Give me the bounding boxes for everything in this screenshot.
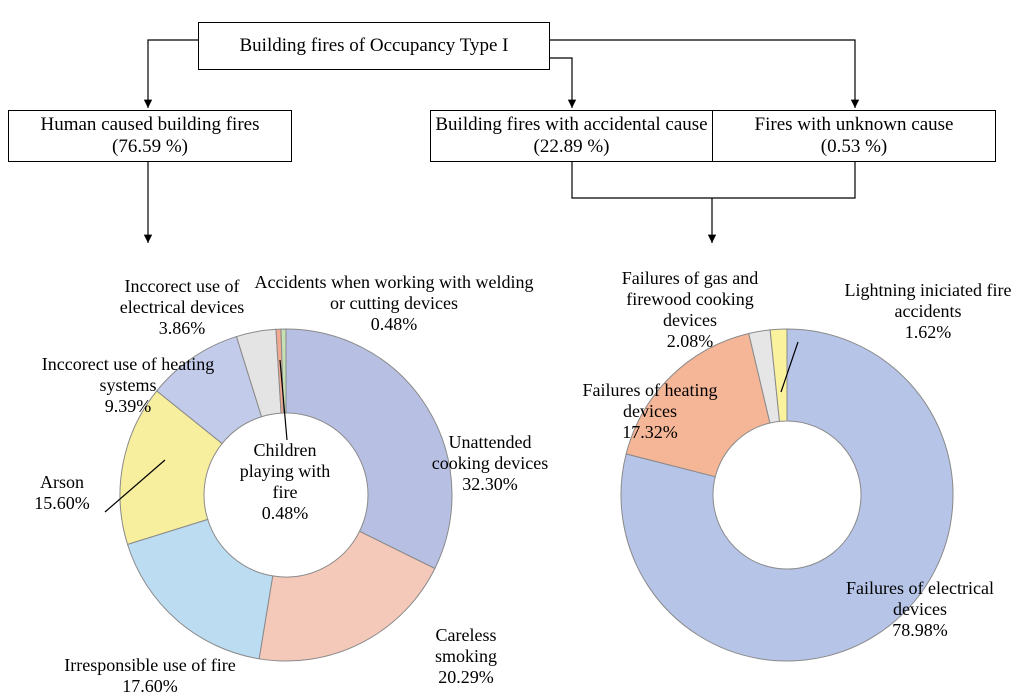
donut-segment <box>625 332 771 478</box>
slice-label: Failures of electrical devices 78.98% <box>830 578 1010 641</box>
value-label: 20.29% <box>438 667 494 687</box>
category-label: Failures of electrical devices <box>846 578 994 619</box>
slice-label: Inccorect use of heating systems 9.39% <box>13 354 243 417</box>
node: Human caused building fires (76.59 %) <box>8 110 292 162</box>
node: Building fires with accidental cause (22… <box>430 110 713 162</box>
slice-label: Failures of heating devices 17.32% <box>570 380 730 443</box>
category-label: Failures of heating devices <box>582 380 718 421</box>
node: Fires with unknown cause (0.53 %) <box>712 110 996 162</box>
value-label: 2.08% <box>666 331 714 351</box>
slice-label: Careless smoking 20.29% <box>416 625 516 688</box>
donut-segment <box>620 328 954 662</box>
category-label: Arson <box>40 472 84 492</box>
slice-label: Lightning iniciated fire accidents 1.62% <box>833 280 1023 343</box>
value-label: 32.30% <box>462 474 518 494</box>
category-label: Accidents when working with welding or c… <box>254 272 534 313</box>
category-label: Inccorect use of heating systems <box>41 354 215 395</box>
category-label: Irresponsible use of fire <box>64 655 236 675</box>
value-label: 17.60% <box>122 676 178 695</box>
donut-segment <box>280 328 287 414</box>
value-label: 3.86% <box>158 318 206 338</box>
slice-label: Irresponsible use of fire 17.60% <box>25 655 275 695</box>
category-label: Careless smoking <box>434 625 497 666</box>
slice-label: Failures of gas and firewood cooking dev… <box>605 268 775 352</box>
value-label: 78.98% <box>892 620 948 640</box>
donut-segment <box>285 328 453 570</box>
donut-segment <box>126 518 274 660</box>
value-label: 15.60% <box>34 493 90 513</box>
value-label: 17.32% <box>622 422 678 442</box>
category-label: Inccorect use of electrical devices <box>119 276 245 317</box>
slice-label: Inccorect use of electrical devices 3.86% <box>102 276 262 339</box>
category-label: Failures of gas and firewood cooking dev… <box>621 268 759 330</box>
donut-segment <box>769 328 788 422</box>
value-label: 0.48% <box>370 314 418 334</box>
category-label: Lightning iniciated fire accidents <box>844 280 1012 321</box>
donut-segment <box>258 530 436 662</box>
value-label: 0.48% <box>261 503 309 523</box>
slice-label: Children playing with fire 0.48% <box>230 440 340 524</box>
value-label: 9.39% <box>104 396 152 416</box>
connectors <box>143 39 860 243</box>
category-label: Children playing with fire <box>239 440 331 502</box>
node: Building fires of Occupancy Type I <box>198 22 550 70</box>
leaders <box>104 341 799 513</box>
slice-label: Accidents when working with welding or c… <box>254 272 534 335</box>
slice-label: Arson 15.60% <box>22 472 102 514</box>
value-label: 1.62% <box>904 322 952 342</box>
category-label: Unattended cooking devices <box>431 432 549 473</box>
slice-label: Unattended cooking devices 32.30% <box>430 432 550 495</box>
